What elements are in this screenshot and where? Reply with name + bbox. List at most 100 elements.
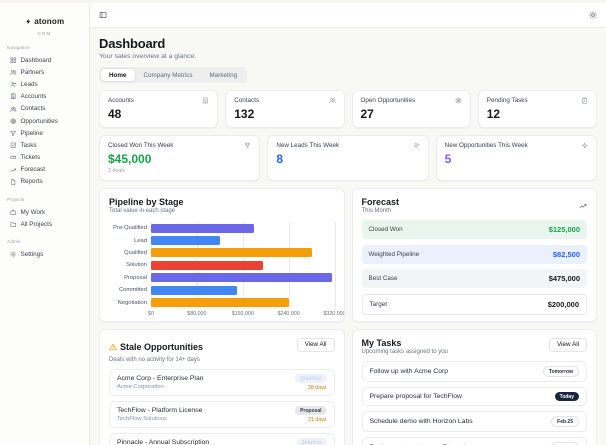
trend-icon <box>579 203 587 208</box>
stale-opportunities-list: Acme Corp - Enterprise Plan Acme Corporat… <box>109 369 335 445</box>
sidebar-nav: Navigation Dashboard Partners Leads Accounts… <box>0 46 89 261</box>
users-icon <box>10 106 17 112</box>
sidebar-item-pipeline[interactable]: Pipeline <box>7 127 82 139</box>
tasks-view-all-button[interactable]: View All <box>549 337 587 352</box>
stat-label: Open Opportunities <box>360 97 416 104</box>
forecast-panel: Forecast This Month Closed Won $125,000 We… <box>351 187 597 322</box>
sidebar-item-dashboard[interactable]: Dashboard <box>7 54 82 66</box>
sidebar-item-reports[interactable]: Reports <box>7 176 82 188</box>
sidebar-item-accounts[interactable]: Accounts <box>7 91 82 103</box>
task-title: Schedule demo with Horizon Labs <box>369 418 473 425</box>
funnel-icon <box>10 130 16 136</box>
file-icon <box>11 179 16 185</box>
chart-gridline <box>288 222 290 309</box>
sidebar-item-settings[interactable]: Settings <box>7 248 82 260</box>
chart-bar-pre-qualified <box>151 223 255 233</box>
sidebar-item-label: Pipeline <box>20 129 43 137</box>
highlight-card-new-leads-this-week: New Leads This Week 8 <box>267 135 429 181</box>
stat-card-contacts: Contacts 132 <box>225 90 345 128</box>
sidebar-item-forecast[interactable]: Forecast <box>7 164 82 176</box>
forecast-row-target: Target $200,000 <box>361 293 587 315</box>
sidebar-item-partners[interactable]: Partners <box>7 66 82 78</box>
chart-y-axis-labels: Pre-Qualified Lead Qualified Solution Propos… <box>109 222 151 309</box>
highlight-label: Closed Won This Week <box>108 142 174 149</box>
stat-value: 132 <box>234 107 255 121</box>
stat-card-pending-tasks: Pending Tasks 12 <box>477 90 597 128</box>
task-row[interactable]: Review contract terms - PinnacleFeb 27 <box>361 437 587 445</box>
forecast-row-closed-won: Closed Won $125,000 <box>361 220 587 239</box>
forecast-row-label: Weighted Pipeline <box>368 250 420 258</box>
tab-home[interactable]: Home <box>101 69 135 81</box>
tasks-title: My Tasks <box>361 337 402 348</box>
stat-card-open-opportunities: Open Opportunities 27 <box>351 90 471 128</box>
stale-header: Stale Opportunities Deals with no activi… <box>109 337 335 363</box>
highlight-value: 8 <box>276 152 284 166</box>
opportunity-company: Acme Corporation <box>117 383 164 390</box>
tab-marketing[interactable]: Marketing <box>209 71 238 79</box>
chart-category-label: Negotiation <box>117 299 147 306</box>
forecast-subtitle: This Month <box>361 208 392 214</box>
sidebar: atonom CRM Navigation Dashboard Partners Le… <box>0 3 90 445</box>
sidebar-item-label: Forecast <box>20 166 46 174</box>
sidebar-item-tickets[interactable]: Tickets <box>7 152 82 164</box>
stale-opportunity-row[interactable]: Acme Corp - Enterprise Plan Acme Corporat… <box>109 369 335 396</box>
chart-x-tick: $160,000 <box>231 310 254 317</box>
sidebar-item-contacts[interactable]: Contacts <box>7 103 82 115</box>
theme-toggle-button[interactable] <box>589 11 597 19</box>
sidebar-item-label: Opportunities <box>20 117 58 125</box>
brand-name: atonom <box>34 16 65 26</box>
sidebar-item-label: All Projects <box>20 220 53 228</box>
sidebar-item-label: My Work <box>20 208 46 216</box>
sidebar-item-all-projects[interactable]: All Projects <box>7 218 82 230</box>
user-plus-icon <box>413 143 420 149</box>
chart-bar-lead <box>151 236 220 246</box>
sidebar-section-navigation: Navigation Dashboard Partners Leads Accounts… <box>0 46 89 188</box>
task-row[interactable]: Schedule demo with Horizon Labs Feb 25 <box>361 411 587 432</box>
stat-label: Contacts <box>234 97 260 104</box>
highlights-row: Closed Won This Week $45,000 3 deals New Le… <box>99 135 597 181</box>
task-row[interactable]: Follow up with Acme Corp Tomorrow <box>361 361 587 382</box>
ticket-icon <box>10 156 16 159</box>
stat-value: 48 <box>108 107 122 121</box>
task-row[interactable]: Prepare proposal for TechFlow Today <box>361 387 587 406</box>
chart-title: Pipeline by Stage <box>109 196 184 207</box>
sidebar-item-label: Partners <box>20 68 45 76</box>
forecast-row-label: Closed Won <box>368 226 403 233</box>
charts-row: Pipeline by Stage Total value in each st… <box>99 187 597 322</box>
chart-category-label: Solution <box>126 262 147 269</box>
clipboard-icon <box>582 97 587 104</box>
task-title: Follow up with Acme Corp <box>369 368 449 375</box>
page-title: Dashboard <box>99 36 166 51</box>
chart-x-tick: $320,000 <box>323 310 345 317</box>
stale-opportunity-row[interactable]: TechFlow - Platform License TechFlow Solu… <box>109 401 335 428</box>
bolt-icon <box>25 18 30 25</box>
page-subtitle: Your sales overview at a glance. <box>99 53 197 60</box>
sidebar-item-label: Settings <box>20 251 44 259</box>
sidebar-item-tasks[interactable]: Tasks <box>7 139 82 151</box>
chart-bar-qualified <box>151 248 312 258</box>
sidebar-item-my-work[interactable]: My Work <box>7 206 82 218</box>
task-due-badge: Feb 25 <box>551 416 579 427</box>
forecast-row-value: $125,000 <box>548 225 580 234</box>
briefcase-icon <box>10 209 16 215</box>
stale-view-all-button[interactable]: View All <box>296 337 335 352</box>
brand: atonom <box>0 9 89 30</box>
sidebar-item-opportunities[interactable]: Opportunities <box>7 115 82 127</box>
chart-category-label: Qualified <box>124 249 147 256</box>
chart-gridline <box>334 222 336 309</box>
tab-company-metrics[interactable]: Company Metrics <box>143 71 193 79</box>
stage-badge: Solution <box>296 438 327 445</box>
chart-category-label: Lead <box>134 237 147 244</box>
sidebar-item-label: Tickets <box>20 154 41 162</box>
forecast-header: Forecast This Month <box>362 197 588 215</box>
stale-opportunities-panel: Stale Opportunities Deals with no activi… <box>99 328 345 445</box>
opportunity-company: TechFlow Solutions <box>117 415 167 422</box>
forecast-icon-slot <box>579 197 587 215</box>
stage-badge: Qualified <box>295 374 327 383</box>
stale-opportunity-row[interactable]: Pinnacle - Annual SubscriptionPinnacle I… <box>109 433 335 445</box>
sidebar-toggle-button[interactable] <box>99 11 107 19</box>
panel-left-icon <box>99 12 107 18</box>
sidebar-item-leads[interactable]: Leads <box>7 78 82 90</box>
sidebar-item-label: Accounts <box>20 93 47 101</box>
